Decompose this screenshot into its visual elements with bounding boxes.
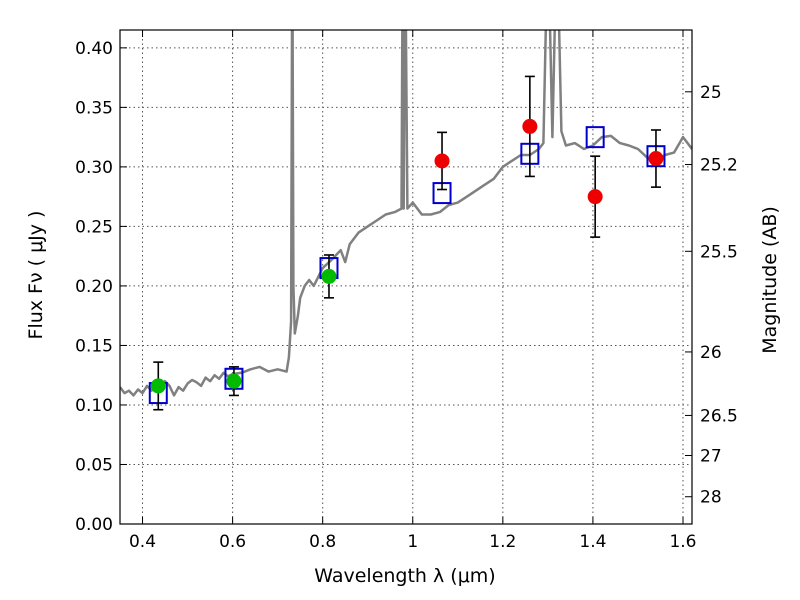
nearir-point <box>648 151 664 167</box>
nearir-point <box>587 189 603 205</box>
y-axis-label: Flux Fν ( μJy ) <box>25 211 47 340</box>
y-tick-label: 0.35 <box>75 98 113 118</box>
mag-tick-label: 25 <box>700 83 722 103</box>
x-axis-label: Wavelength λ (μm) <box>314 565 495 587</box>
clipped-plot <box>120 30 692 411</box>
y2-axis-label: Magnitude (AB) <box>759 206 781 354</box>
mag-tick-label: 28 <box>700 488 722 508</box>
x-tick-label: 0.6 <box>219 532 246 552</box>
nearir-point <box>522 118 538 134</box>
x-tick-label: 1.6 <box>669 532 696 552</box>
optical-point <box>321 268 337 284</box>
optical-point <box>150 378 166 394</box>
y-tick-label: 0.10 <box>75 396 113 416</box>
x-tick-label: 1.4 <box>579 532 606 552</box>
sed-line <box>120 30 692 397</box>
mag-tick-label: 27 <box>700 447 722 467</box>
y-tick-label: 0.25 <box>75 217 113 237</box>
mag-tick-label: 26 <box>700 343 722 363</box>
y-tick-label: 0.15 <box>75 336 113 356</box>
mag-tick-label: 26.5 <box>700 406 738 426</box>
x-tick-label: 1 <box>407 532 418 552</box>
nearir-point <box>434 153 450 169</box>
y-tick-label: 0.30 <box>75 158 113 178</box>
model-square <box>585 126 605 149</box>
mag-tick-label: 25.2 <box>700 156 738 176</box>
y-tick-label: 0.40 <box>75 39 113 59</box>
optical-point <box>226 373 242 389</box>
axes: 0.4 0.6 0.8 1 1.2 1.4 1.6 0.00 0.05 0.10 0.15 0.20 0… <box>75 29 738 552</box>
plot-area <box>120 30 692 411</box>
y-tick-label: 0.00 <box>75 515 113 535</box>
mag-tick-label: 25.5 <box>700 242 738 262</box>
plot-frame <box>119 29 693 525</box>
x-tick-label: 0.8 <box>309 532 336 552</box>
y-tick-label: 0.05 <box>75 455 113 475</box>
y-tick-label: 0.20 <box>75 277 113 297</box>
x-tick-label: 1.2 <box>489 532 516 552</box>
x-tick-label: 0.4 <box>129 532 156 552</box>
